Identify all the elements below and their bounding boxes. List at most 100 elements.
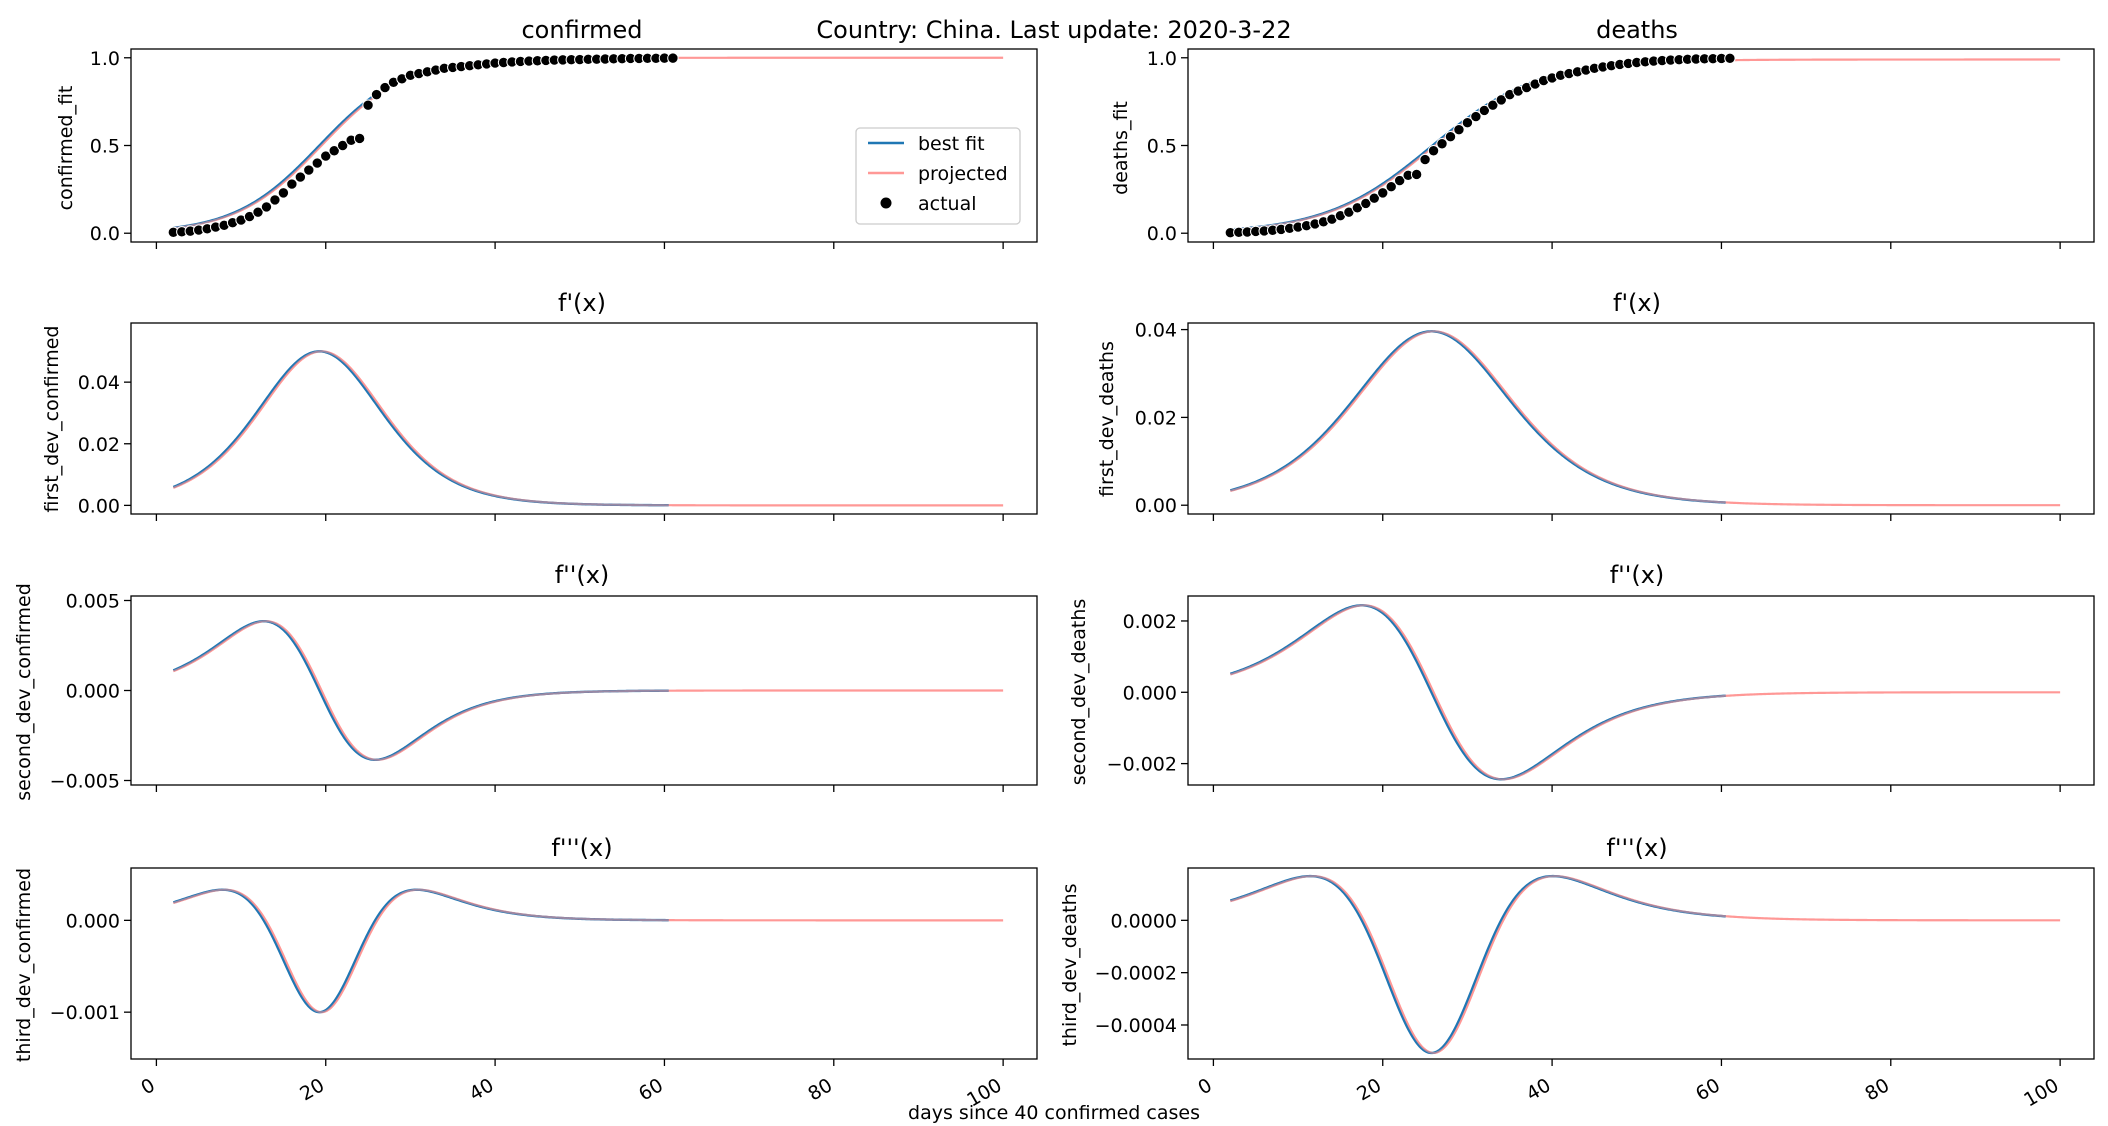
ytick-label: 1.0 bbox=[1147, 48, 1177, 70]
actual-point bbox=[362, 99, 374, 111]
panel-title: f''(x) bbox=[555, 561, 610, 589]
ytick-label: 0.04 bbox=[1135, 320, 1177, 342]
actual-point bbox=[1470, 110, 1482, 123]
actual-point bbox=[1444, 131, 1457, 143]
ytick-label: 0.0 bbox=[90, 223, 120, 245]
actual-point bbox=[1419, 153, 1431, 166]
ytick-label: 0.00 bbox=[78, 495, 120, 517]
actual-point bbox=[1377, 187, 1389, 199]
series-projected-overlap bbox=[172, 350, 669, 507]
actual-point bbox=[1410, 168, 1423, 181]
panel-title: confirmed bbox=[521, 16, 642, 44]
panel-confirmed-fit: confirmed confirmed_fit 0.0 0.5 1.0 bbox=[55, 16, 1038, 249]
ytick-label: 0.00 bbox=[1135, 495, 1177, 517]
ytick-label: −0.0004 bbox=[1095, 1015, 1177, 1037]
ytick-label: −0.002 bbox=[1107, 754, 1177, 776]
actual-point bbox=[320, 150, 332, 162]
panel-ylabel: first_dev_confirmed bbox=[41, 326, 63, 513]
panel-ylabel: third_dev_deaths bbox=[1059, 883, 1081, 1046]
actual-point bbox=[294, 171, 307, 183]
ytick-label: 0.000 bbox=[66, 681, 120, 703]
plot-area: 0.0 0.5 1.0 bbox=[90, 48, 1038, 249]
panel-title: f'''(x) bbox=[551, 834, 612, 862]
series-projected-overlap bbox=[173, 888, 669, 1014]
actual-point bbox=[303, 164, 315, 176]
panel-second-dev-deaths: f''(x) second_dev_deaths −0.002 0.000 0.00… bbox=[1068, 561, 2095, 792]
axes-frame bbox=[130, 595, 1038, 786]
panel-ylabel: second_dev_confirmed bbox=[13, 583, 35, 801]
panel-deaths-fit: deaths deaths_fit 0.0 0.5 1.0 bbox=[1110, 16, 2095, 249]
actual-point bbox=[269, 194, 281, 206]
plot-area: −0.005 0.000 0.005 bbox=[50, 591, 1038, 793]
ytick-label: 0.02 bbox=[78, 434, 120, 456]
panel-title: f'(x) bbox=[1613, 289, 1661, 317]
actual-point bbox=[379, 81, 391, 94]
plot-area: −0.002 0.000 0.002 bbox=[1107, 595, 2095, 792]
actual-point bbox=[311, 157, 323, 169]
series-projected-overlap bbox=[1230, 875, 1726, 1054]
axes-frame bbox=[1187, 48, 2095, 243]
ytick-label: 0.02 bbox=[1135, 407, 1177, 429]
actual-point bbox=[1461, 116, 1474, 129]
actual-point bbox=[1393, 174, 1406, 187]
panel-ylabel: third_dev_confirmed bbox=[13, 868, 35, 1062]
axes-frame bbox=[130, 322, 1038, 515]
panel-title: deaths bbox=[1596, 16, 1678, 44]
actual-point bbox=[1368, 192, 1380, 204]
panel-title: f''(x) bbox=[1610, 561, 1665, 589]
actual-point bbox=[286, 178, 298, 190]
panel-second-dev-confirmed: f''(x) second_dev_confirmed −0.005 0.000 0… bbox=[13, 561, 1038, 801]
axes-frame bbox=[130, 48, 1038, 243]
ytick-label: −0.005 bbox=[50, 771, 120, 793]
ytick-label: 0.5 bbox=[90, 136, 120, 158]
actual-point bbox=[336, 139, 349, 152]
actual-point bbox=[1385, 181, 1397, 193]
figure-suptitle: Country: China. Last update: 2020-3-22 bbox=[816, 16, 1291, 44]
panel-first-dev-deaths: f'(x) first_dev_deaths 0.00 0.02 0.04 bbox=[1096, 289, 2095, 521]
legend: best fit projected actual bbox=[855, 127, 1021, 225]
ytick-label: 1.0 bbox=[90, 48, 120, 70]
actual-point bbox=[1724, 52, 1736, 64]
actual-point bbox=[1478, 104, 1491, 117]
actual-point bbox=[370, 88, 383, 101]
panel-ylabel: confirmed_fit bbox=[55, 86, 77, 211]
axes-frame bbox=[130, 867, 1038, 1060]
panel-title: f'''(x) bbox=[1606, 834, 1667, 862]
ytick-label: 0.000 bbox=[1123, 682, 1177, 704]
axes-frame bbox=[1187, 867, 2095, 1060]
figure-xlabel: days since 40 confirmed cases bbox=[908, 1102, 1200, 1124]
actual-point bbox=[277, 187, 290, 199]
actual-point bbox=[667, 52, 679, 64]
ytick-label: −0.0002 bbox=[1095, 963, 1177, 985]
legend-actual-swatch bbox=[880, 197, 892, 209]
actual-point bbox=[252, 206, 264, 218]
ytick-label: 0.0000 bbox=[1111, 910, 1177, 932]
legend-frame bbox=[855, 127, 1021, 225]
ytick-label: −0.001 bbox=[50, 1002, 120, 1024]
actual-point bbox=[1453, 124, 1465, 136]
panel-title: f'(x) bbox=[558, 289, 606, 317]
ytick-label: 0.002 bbox=[1123, 611, 1177, 633]
legend-actual-label: actual bbox=[918, 193, 977, 215]
ytick-label: 0.04 bbox=[78, 372, 120, 394]
series-projected-overlap bbox=[1230, 604, 1726, 781]
actual-point bbox=[1427, 145, 1440, 157]
axes-frame bbox=[1187, 595, 2095, 786]
panel-ylabel: second_dev_deaths bbox=[1068, 599, 1090, 786]
plot-area: 0.00 0.02 0.04 bbox=[78, 322, 1038, 521]
series-projected-overlap bbox=[172, 620, 669, 761]
actual-point bbox=[1487, 99, 1499, 111]
legend-projected-label: projected bbox=[918, 163, 1008, 185]
ytick-label: 0.005 bbox=[66, 591, 120, 613]
legend-best-fit-label: best fit bbox=[918, 133, 985, 155]
actual-point bbox=[1360, 197, 1372, 210]
ytick-label: 0.5 bbox=[1147, 136, 1177, 158]
actual-point bbox=[1495, 94, 1507, 106]
axes-frame bbox=[1187, 322, 2095, 515]
plot-area: 0.00 0.02 0.04 bbox=[1135, 320, 2095, 521]
actual-point bbox=[353, 132, 366, 145]
series-projected-overlap bbox=[1230, 330, 1726, 504]
ytick-label: 0.000 bbox=[66, 910, 120, 932]
